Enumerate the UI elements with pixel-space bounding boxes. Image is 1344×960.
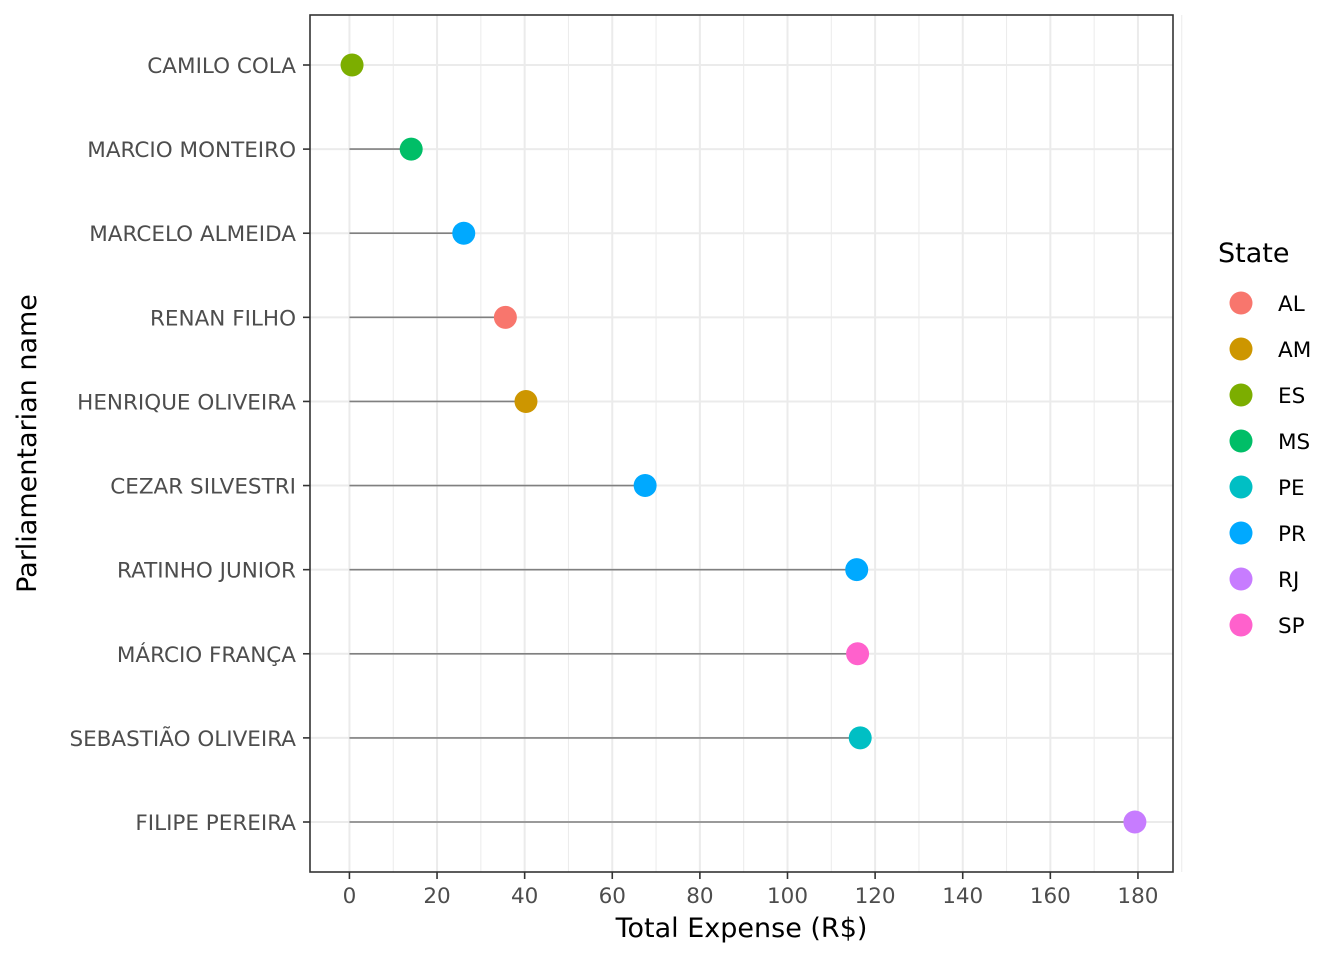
y-tick-label: MÁRCIO FRANÇA [117,642,296,668]
legend-label: SP [1278,614,1305,639]
lollipop-points [340,53,1147,834]
lollipop-point [399,137,423,161]
y-tick-label: CAMILO COLA [147,54,296,79]
legend-title: State [1218,238,1289,269]
lollipop-point [848,726,872,750]
legend-key [1229,429,1253,453]
x-tick-label: 100 [767,884,808,909]
lollipop-point [493,305,517,329]
legend-key [1229,521,1253,545]
y-tick-label: RATINHO JUNIOR [117,559,296,584]
y-tick-label: HENRIQUE OLIVEIRA [77,390,296,415]
x-tick-label: 180 [1117,884,1158,909]
panel-background [310,15,1173,872]
lollipop-stems [349,64,1135,823]
x-axis-title: Total Expense (R$) [615,913,868,944]
legend-key [1229,383,1253,407]
y-tick-label: CEZAR SILVESTRI [110,475,296,500]
x-tick-label: 140 [942,884,983,909]
legend-key [1229,613,1253,637]
legend-key [1229,291,1253,315]
x-tick-label: 60 [599,884,626,909]
minor-gridlines [392,15,1183,872]
y-axis-title: Parliamentarian name [12,294,43,593]
y-tick-label: RENAN FILHO [150,306,296,331]
y-tick-label: SEBASTIÃO OLIVEIRA [69,725,296,752]
legend-key [1229,567,1253,591]
legend-key [1229,475,1253,499]
x-tick-label: 40 [511,884,538,909]
y-tick-label: MARCIO MONTEIRO [87,138,296,163]
lollipop-point [452,221,476,245]
panel-border [309,14,1174,873]
legend: State AL AM ES MS PE PR RJ SP [1218,238,1311,639]
legend-label: PR [1278,522,1306,547]
y-axis: CAMILO COLA MARCIO MONTEIRO MARCELO ALMEID… [69,54,310,836]
major-gridlines [310,15,1173,872]
x-tick-label: 80 [686,884,713,909]
legend-label: ES [1278,384,1305,409]
legend-label: PE [1278,476,1305,501]
lollipop-point [514,389,538,413]
x-axis: 0 20 40 60 80 100 120 140 160 180 [343,872,1158,909]
x-tick-label: 160 [1030,884,1071,909]
x-tick-label: 20 [423,884,450,909]
lollipop-point [340,53,364,77]
legend-items: AL AM ES MS PE PR RJ SP [1229,291,1311,639]
lollipop-point [845,558,869,582]
lollipop-point [846,642,870,666]
x-tick-label: 120 [855,884,896,909]
y-tick-label: MARCELO ALMEIDA [89,222,296,247]
legend-label: MS [1278,430,1310,455]
y-tick-label: FILIPE PEREIRA [135,811,296,836]
lollipop-point [633,474,657,498]
legend-label: AM [1278,338,1311,363]
x-tick-label: 0 [343,884,357,909]
legend-label: AL [1278,292,1305,317]
legend-key [1229,337,1253,361]
lollipop-point [1123,810,1147,834]
legend-label: RJ [1278,568,1299,593]
